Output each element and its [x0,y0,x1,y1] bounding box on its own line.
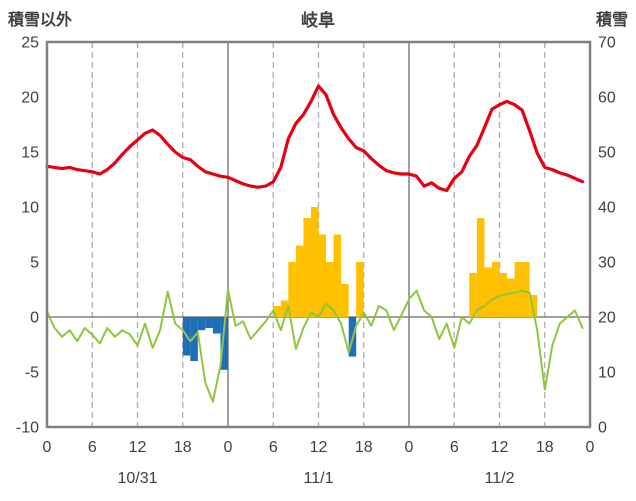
svg-text:6: 6 [88,439,97,456]
svg-text:0: 0 [30,310,39,327]
svg-text:0: 0 [598,420,607,437]
svg-text:15: 15 [21,145,39,162]
svg-text:18: 18 [536,439,554,456]
chart-title: 岐阜 [301,11,335,30]
svg-text:6: 6 [269,439,278,456]
svg-text:60: 60 [598,90,616,107]
svg-text:70: 70 [598,35,616,52]
svg-text:10/31: 10/31 [117,470,157,487]
svg-text:12: 12 [491,439,509,456]
svg-text:30: 30 [598,255,616,272]
svg-text:5: 5 [30,255,39,272]
svg-text:0: 0 [405,439,414,456]
svg-text:12: 12 [310,439,328,456]
svg-text:18: 18 [174,439,192,456]
svg-text:20: 20 [21,90,39,107]
svg-text:-5: -5 [25,365,39,382]
svg-text:-10: -10 [16,420,39,437]
svg-text:18: 18 [355,439,373,456]
svg-text:10: 10 [21,200,39,217]
svg-text:10: 10 [598,365,616,382]
svg-text:0: 0 [43,439,52,456]
svg-text:12: 12 [129,439,147,456]
svg-text:50: 50 [598,145,616,162]
svg-text:40: 40 [598,200,616,217]
svg-text:0: 0 [586,439,595,456]
svg-text:25: 25 [21,35,39,52]
svg-text:11/1: 11/1 [304,470,334,487]
svg-text:6: 6 [450,439,459,456]
right-axis-title: 積雪 [595,12,628,29]
svg-text:0: 0 [224,439,233,456]
svg-text:20: 20 [598,310,616,327]
left-axis-title: 積雪以外 [8,12,73,29]
svg-text:11/2: 11/2 [485,470,515,487]
